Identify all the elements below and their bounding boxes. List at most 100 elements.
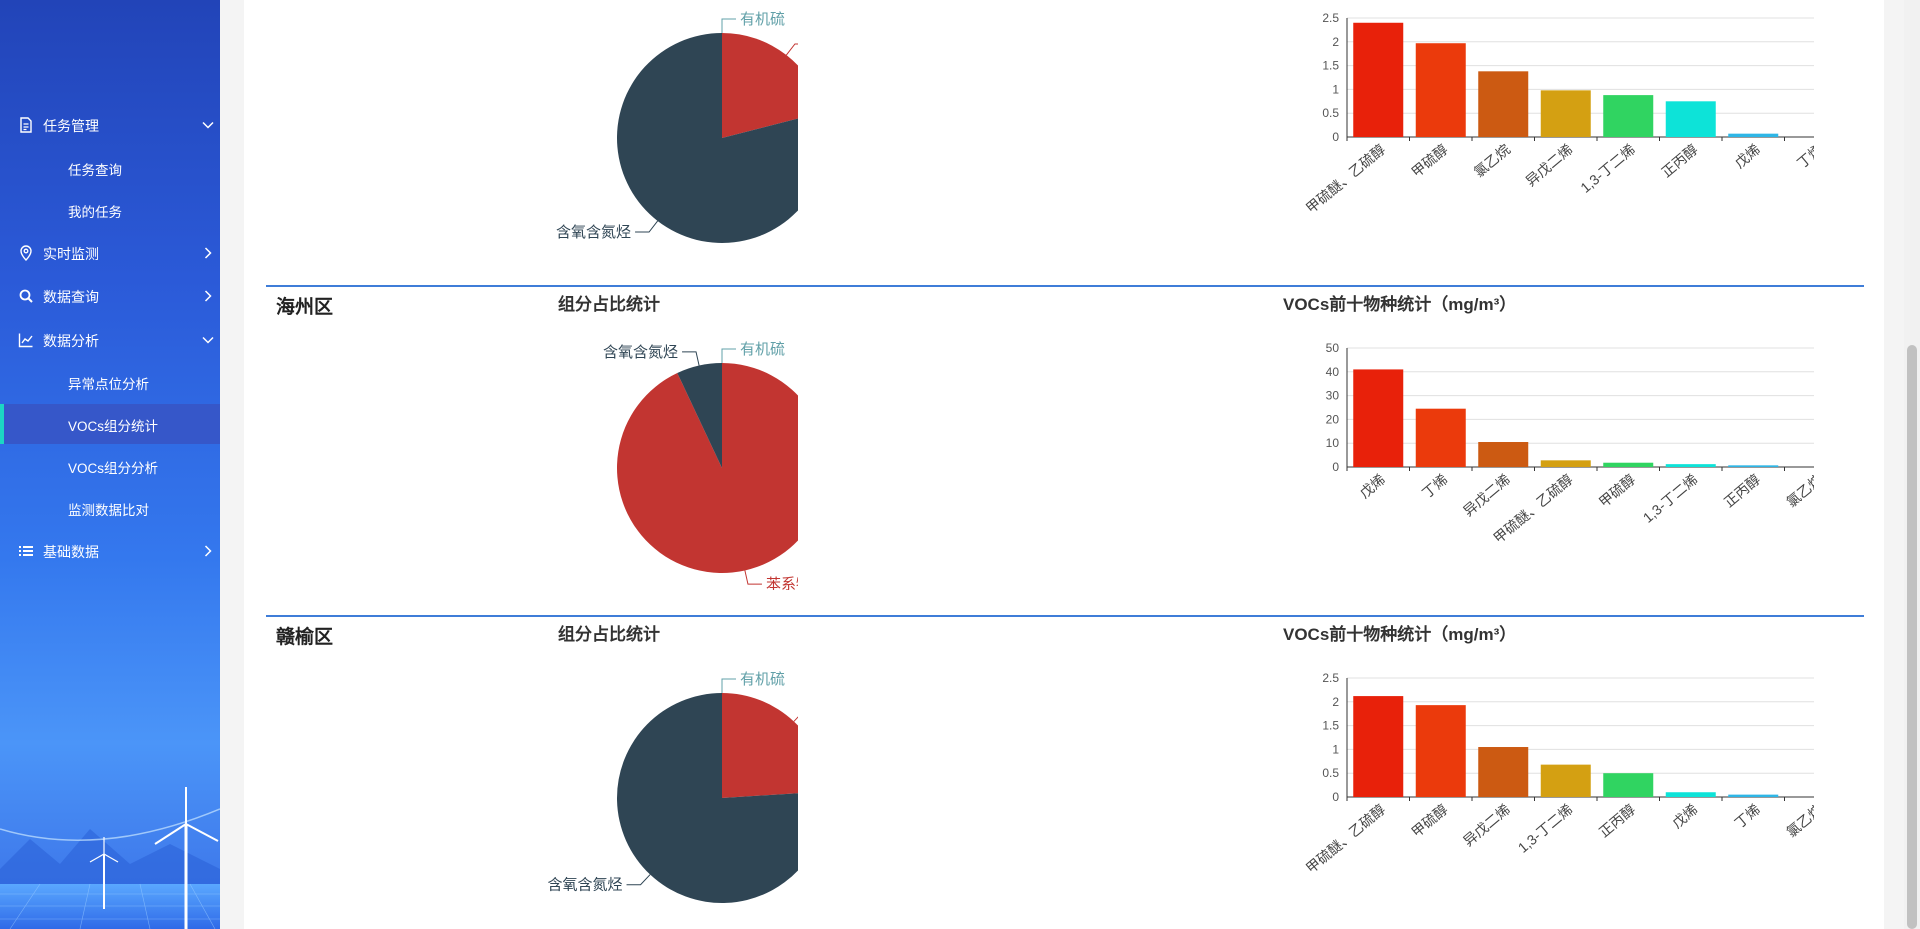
x-tick-label: 丁烯 — [1419, 471, 1451, 501]
menu-item-label: VOCs组分分析 — [68, 461, 159, 476]
pie-leader-line — [793, 716, 798, 722]
menu-item-label: 监测数据比对 — [68, 503, 149, 518]
bar — [1415, 705, 1466, 797]
pie-label: 含氧含氮烃 — [603, 344, 678, 361]
x-tick-label: 1,3-丁二烯 — [1515, 801, 1576, 856]
menu-group-label: 基础数据 — [43, 544, 99, 560]
y-tick-label: 2.5 — [1322, 671, 1339, 685]
scrollbar-thumb[interactable] — [1907, 345, 1917, 929]
wind-turbine-illustration — [0, 787, 220, 929]
vertical-scrollbar[interactable] — [1904, 0, 1920, 929]
chevron-down-icon — [202, 336, 214, 344]
y-tick-label: 2.5 — [1322, 11, 1339, 25]
document-icon — [20, 117, 32, 133]
chevron-right-icon — [204, 545, 212, 557]
pie-slice — [617, 33, 798, 243]
menu-item-task-query[interactable]: 任务查询 — [0, 148, 220, 188]
x-tick-label: 异戊二烯 — [1522, 141, 1575, 189]
bar — [1415, 43, 1466, 138]
line-chart-icon — [18, 333, 33, 348]
list-icon — [19, 546, 33, 556]
pie-leader-line — [626, 874, 651, 886]
location-pin-icon — [20, 245, 32, 261]
district-name: 赣榆区 — [276, 627, 334, 648]
menu-group-base-data[interactable]: 基础数据 — [0, 531, 220, 571]
bar-chart-title: VOCs前十物种统计（mg/m³） — [1283, 625, 1517, 644]
x-tick-label: 1,3-丁二烯 — [1577, 141, 1638, 196]
y-tick-label: 50 — [1326, 341, 1340, 355]
bar — [1603, 462, 1654, 467]
pie-label: 有机硫 — [740, 11, 785, 28]
bar — [1540, 764, 1591, 797]
x-tick-label: 戊烯 — [1356, 471, 1388, 501]
bar — [1728, 465, 1779, 467]
pie-leader-line — [785, 43, 798, 56]
x-tick-label: 甲硫醚、乙硫醇 — [1303, 141, 1388, 216]
menu-item-anomaly-analysis[interactable]: 异常点位分析 — [0, 362, 220, 402]
bar — [1603, 95, 1654, 137]
bar-chart: 01020304050戊烯 丁烯 异戊二烯甲硫醚、乙硫醇 甲硫醇 1,3-丁二烯 正丙醇氯… — [1326, 341, 1814, 546]
search-icon — [19, 289, 33, 303]
bar — [1540, 460, 1591, 467]
menu-item-data-comparison[interactable]: 监测数据比对 — [0, 488, 220, 528]
pie-chart: 苯系物含氧含氮烃有机硫 — [603, 341, 798, 590]
district-name: 海州区 — [276, 297, 334, 318]
menu-group-label: 数据分析 — [43, 333, 99, 349]
bar — [1540, 90, 1591, 137]
y-tick-label: 0 — [1332, 130, 1339, 144]
bar — [1665, 101, 1716, 137]
menu-group-data-query[interactable]: 数据查询 — [0, 276, 220, 316]
menu-group-realtime-monitoring[interactable]: 实时监测 — [0, 233, 220, 273]
section-divider — [266, 285, 1864, 287]
bar — [1665, 464, 1716, 467]
x-tick-label: 戊烯 — [1669, 801, 1701, 831]
pie-leader-line — [744, 570, 762, 585]
pie-chart: 苯系物含氧含氮烃有机硫 — [556, 11, 798, 243]
section-divider — [266, 615, 1864, 617]
pie-chart-title: 组分占比统计 — [558, 625, 660, 644]
x-tick-label: 正丙醇 — [1658, 141, 1700, 180]
menu-group-data-analysis[interactable]: 数据分析 — [0, 320, 220, 360]
x-tick-label: 1,3-丁二烯 — [1640, 471, 1701, 526]
pie-leader-line — [635, 220, 659, 233]
bar — [1478, 747, 1529, 797]
x-tick-label: 氯乙烷 — [1471, 141, 1513, 180]
bar — [1728, 133, 1779, 137]
menu-item-label: VOCs组分统计 — [68, 419, 159, 434]
menu-item-my-tasks[interactable]: 我的任务 — [0, 190, 220, 230]
x-tick-label: 甲硫醚、乙硫醇 — [1303, 801, 1388, 876]
pie-slice — [617, 363, 798, 573]
menu-item-vocs-analysis[interactable]: VOCs组分分析 — [0, 446, 220, 486]
y-tick-label: 30 — [1326, 389, 1340, 403]
x-tick-label: 甲硫醇 — [1596, 471, 1638, 510]
y-tick-label: 2 — [1332, 695, 1339, 709]
x-tick-label: 氯乙烷 — [1783, 471, 1814, 510]
y-tick-label: 0.5 — [1322, 766, 1339, 780]
pie-chart-title: 组分占比统计 — [558, 295, 660, 314]
y-tick-label: 1 — [1332, 742, 1339, 756]
y-tick-label: 1.5 — [1322, 719, 1339, 733]
y-tick-label: 20 — [1326, 412, 1340, 426]
bar-chart: 0 0.5 1 1.5 2 2.5 甲硫醚、乙硫醇 甲硫醇 异戊二烯 1,3-丁二烯 正丙醇 戊烯 丁烯… — [1303, 671, 1814, 876]
menu-group-task-management[interactable]: 任务管理 — [0, 105, 220, 145]
menu-item-label: 我的任务 — [68, 205, 122, 220]
bar — [1353, 696, 1404, 797]
y-tick-label: 1.5 — [1322, 59, 1339, 73]
menu-group-label: 实时监测 — [43, 246, 99, 262]
pie-leader-line — [721, 18, 736, 33]
bar — [1665, 792, 1716, 797]
sidebar: 任务管理 任务查询 我的任务 实时监测 数据查询 数据分析 异常点位分析 VOC… — [0, 0, 220, 929]
pie-leader-line — [682, 351, 700, 366]
bar-chart: 0 0.5 1 1.5 2 2.5 甲硫醚、乙硫醇 甲硫醇 氯乙烷 异戊二烯 1,3-丁二烯 正丙醇 戊… — [1303, 11, 1814, 216]
menu-item-label: 异常点位分析 — [68, 377, 149, 392]
bar — [1478, 442, 1529, 467]
menu-item-vocs-statistics[interactable]: VOCs组分统计 — [0, 404, 220, 444]
menu-group-label: 数据查询 — [43, 289, 99, 305]
menu-group-label: 任务管理 — [43, 118, 99, 134]
x-tick-label: 正丙醇 — [1721, 471, 1763, 510]
pie-label: 含氧含氮烃 — [548, 877, 623, 894]
pie-label: 含氧含氮烃 — [556, 224, 631, 241]
bar-chart-title: VOCs前十物种统计（mg/m³） — [1283, 295, 1517, 314]
pie-label: 有机硫 — [740, 671, 785, 688]
bar — [1728, 794, 1779, 797]
